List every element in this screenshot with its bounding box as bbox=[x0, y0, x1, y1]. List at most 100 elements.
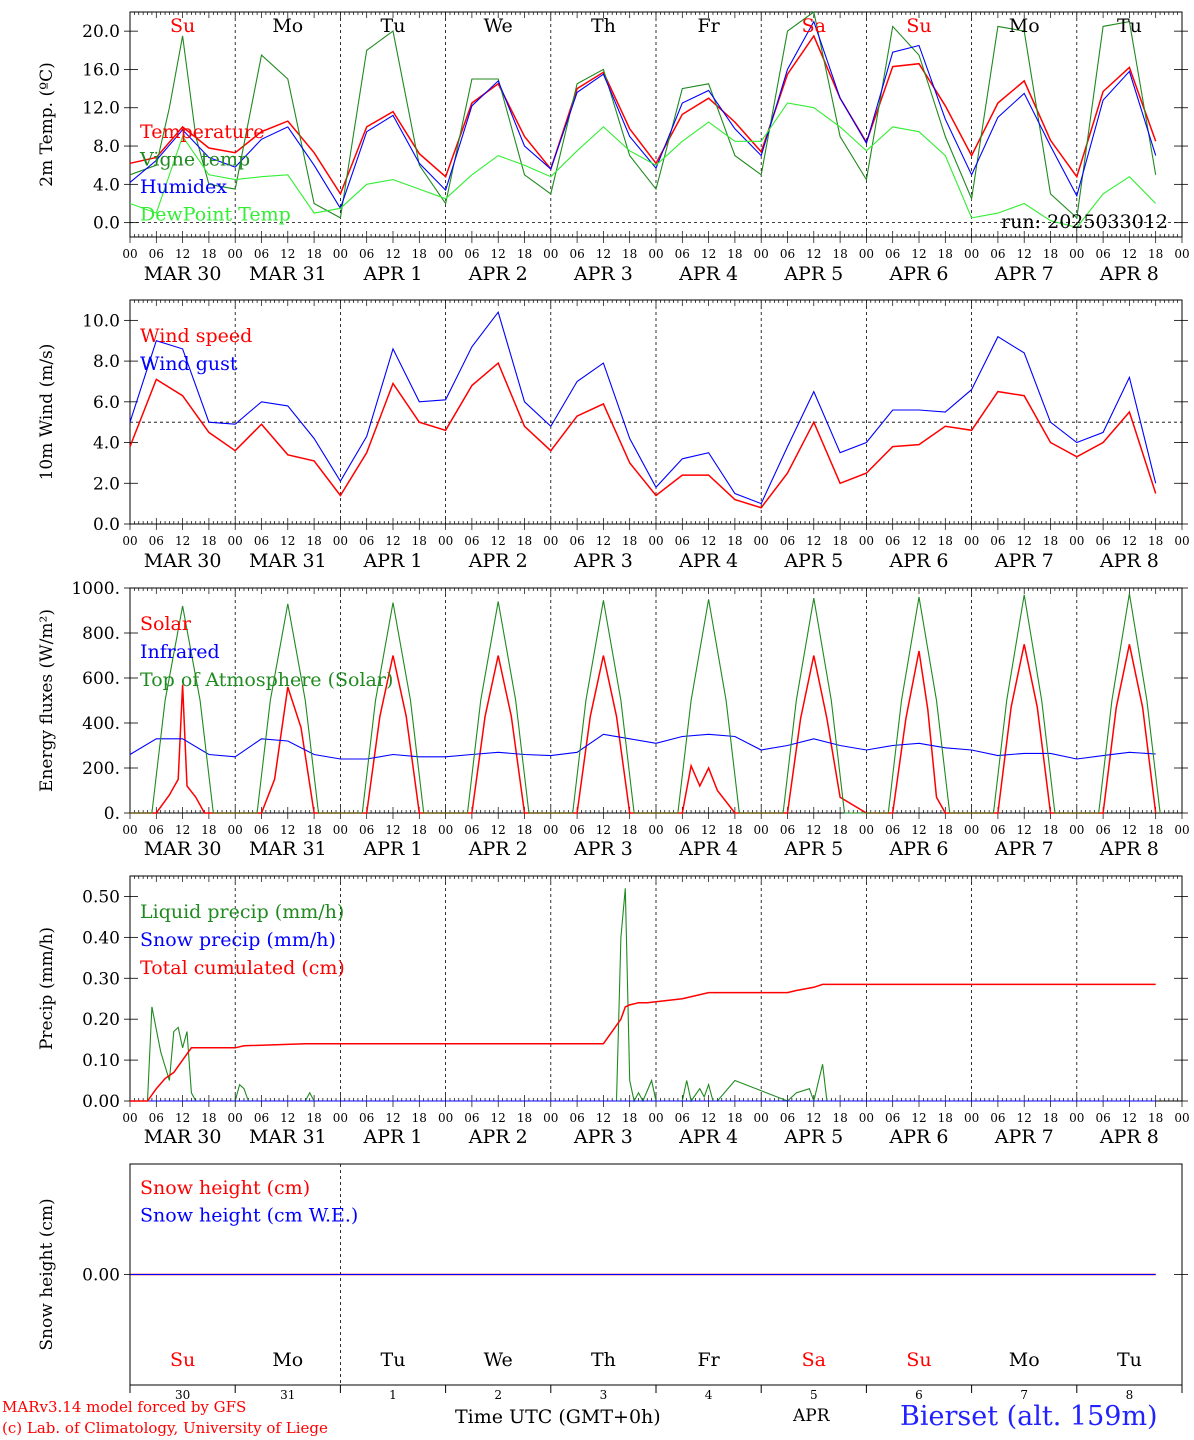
hour-tick-label: 00 bbox=[438, 247, 453, 261]
hour-tick-label: 00 bbox=[228, 1111, 243, 1125]
hour-tick-label: 00 bbox=[1174, 247, 1189, 261]
date-label: APR 4 bbox=[678, 550, 738, 572]
hour-tick-label: 12 bbox=[806, 1111, 821, 1125]
hour-tick-label: 18 bbox=[201, 1111, 216, 1125]
hour-tick-label: 18 bbox=[517, 1111, 532, 1125]
y-tick-label: 8.0 bbox=[93, 137, 120, 157]
hour-tick-label: 00 bbox=[648, 534, 663, 548]
day-number-label: 6 bbox=[915, 1388, 923, 1402]
hour-tick-label: 18 bbox=[412, 823, 427, 837]
hour-tick-label: 06 bbox=[254, 823, 269, 837]
date-label: APR 8 bbox=[1099, 263, 1159, 285]
day-number-label: 2 bbox=[494, 1388, 502, 1402]
hour-tick-label: 12 bbox=[911, 247, 926, 261]
hour-tick-label: 06 bbox=[675, 1111, 690, 1125]
hour-tick-label: 00 bbox=[859, 1111, 874, 1125]
hour-tick-label: 06 bbox=[990, 823, 1005, 837]
date-label: APR 2 bbox=[468, 838, 528, 860]
date-label: APR 6 bbox=[889, 263, 949, 285]
weekday-label: Th bbox=[591, 1349, 616, 1371]
hour-tick-label: 06 bbox=[359, 823, 374, 837]
date-label: MAR 30 bbox=[144, 550, 222, 572]
weekday-label: Mo bbox=[272, 15, 303, 37]
hour-tick-label: 12 bbox=[701, 534, 716, 548]
hour-tick-label: 18 bbox=[201, 823, 216, 837]
date-label: APR 8 bbox=[1099, 838, 1159, 860]
date-label: APR 4 bbox=[678, 1126, 738, 1148]
hour-tick-label: 06 bbox=[990, 247, 1005, 261]
series-line bbox=[129, 34, 1157, 196]
hour-tick-label: 00 bbox=[1174, 823, 1189, 837]
hour-tick-label: 06 bbox=[149, 534, 164, 548]
y-tick-label: 1000. bbox=[71, 579, 120, 599]
hour-tick-label: 06 bbox=[780, 534, 795, 548]
hour-tick-label: 06 bbox=[885, 534, 900, 548]
hour-tick-label: 00 bbox=[543, 247, 558, 261]
hour-tick-label: 06 bbox=[569, 534, 584, 548]
hour-tick-label: 06 bbox=[675, 247, 690, 261]
legend-entry: DewPoint Temp bbox=[140, 204, 291, 226]
hour-tick-label: 06 bbox=[780, 823, 795, 837]
hour-tick-label: 18 bbox=[727, 1111, 742, 1125]
hour-tick-label: 18 bbox=[622, 534, 637, 548]
weekday-label: Tu bbox=[381, 15, 406, 37]
day-number-label: 8 bbox=[1126, 1388, 1134, 1402]
series-line bbox=[130, 888, 1156, 1103]
hour-tick-label: 18 bbox=[1148, 823, 1163, 837]
hour-tick-label: 00 bbox=[754, 823, 769, 837]
legend-entry: Liquid precip (mm/h) bbox=[140, 901, 344, 923]
y-tick-label: 0.30 bbox=[82, 969, 120, 989]
date-label: MAR 31 bbox=[249, 263, 327, 285]
hour-tick-label: 06 bbox=[780, 247, 795, 261]
y-tick-label: 4.0 bbox=[93, 175, 120, 195]
hour-tick-label: 00 bbox=[228, 534, 243, 548]
hour-tick-label: 00 bbox=[648, 823, 663, 837]
date-label: MAR 31 bbox=[249, 1126, 327, 1148]
hour-tick-label: 12 bbox=[175, 1111, 190, 1125]
y-axis-label: Snow height (cm) bbox=[37, 1198, 57, 1350]
hour-tick-label: 06 bbox=[1095, 247, 1110, 261]
hour-tick-label: 18 bbox=[727, 247, 742, 261]
date-label: MAR 30 bbox=[144, 263, 222, 285]
y-tick-label: 0.00 bbox=[82, 1266, 120, 1286]
hour-tick-label: 18 bbox=[1043, 823, 1058, 837]
hour-tick-label: 18 bbox=[517, 247, 532, 261]
hour-tick-label: 12 bbox=[491, 1111, 506, 1125]
date-label: MAR 31 bbox=[249, 550, 327, 572]
legend-entry: Infrared bbox=[140, 641, 220, 663]
hour-tick-label: 06 bbox=[885, 823, 900, 837]
hour-tick-label: 06 bbox=[569, 247, 584, 261]
legend-entry: Total cumulated (cm) bbox=[140, 957, 345, 979]
hour-tick-label: 00 bbox=[122, 534, 137, 548]
hour-tick-label: 18 bbox=[832, 823, 847, 837]
y-axis-label: 2m Temp. (ºC) bbox=[37, 62, 57, 187]
weekday-label: Mo bbox=[1009, 15, 1040, 37]
y-tick-label: 0.10 bbox=[82, 1051, 120, 1071]
hour-tick-label: 00 bbox=[438, 823, 453, 837]
date-label: APR 6 bbox=[889, 838, 949, 860]
y-tick-label: 800. bbox=[82, 624, 120, 644]
hour-tick-label: 00 bbox=[543, 534, 558, 548]
weekday-label: Tu bbox=[1117, 1349, 1142, 1371]
y-tick-label: 12.0 bbox=[82, 99, 120, 119]
hour-tick-label: 06 bbox=[254, 247, 269, 261]
hour-tick-label: 12 bbox=[385, 534, 400, 548]
hour-tick-label: 18 bbox=[412, 1111, 427, 1125]
date-label: APR 1 bbox=[363, 550, 423, 572]
hour-tick-label: 00 bbox=[333, 1111, 348, 1125]
panel-frame bbox=[129, 299, 1183, 525]
hour-tick-label: 18 bbox=[938, 247, 953, 261]
hour-tick-label: 12 bbox=[701, 823, 716, 837]
hour-tick-label: 00 bbox=[228, 823, 243, 837]
day-number-label: 1 bbox=[389, 1388, 397, 1402]
hour-tick-label: 00 bbox=[438, 534, 453, 548]
hour-tick-label: 18 bbox=[412, 534, 427, 548]
panel-frame bbox=[129, 587, 1183, 814]
legend-entry: Snow height (cm W.E.) bbox=[140, 1205, 358, 1227]
hour-tick-label: 18 bbox=[622, 823, 637, 837]
hour-tick-label: 00 bbox=[1069, 247, 1084, 261]
hour-tick-label: 12 bbox=[701, 1111, 716, 1125]
date-label: APR 2 bbox=[468, 550, 528, 572]
hour-tick-label: 18 bbox=[727, 534, 742, 548]
